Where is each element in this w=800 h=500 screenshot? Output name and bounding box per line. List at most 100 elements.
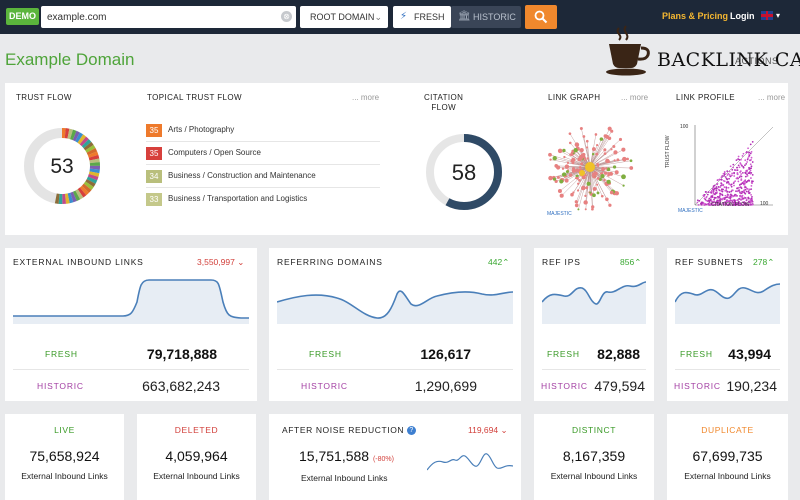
profile-point xyxy=(712,203,715,206)
link-profile-more-link[interactable]: ... more xyxy=(758,93,786,102)
profile-point xyxy=(720,182,723,185)
profile-point xyxy=(737,180,740,183)
graph-edge xyxy=(589,158,628,168)
profile-point xyxy=(723,170,726,173)
graph-node xyxy=(566,161,570,165)
metric-delta: 442⌃ xyxy=(488,257,510,267)
profile-point xyxy=(697,204,700,206)
search-button[interactable] xyxy=(525,5,557,29)
metric-title: REFERRING DOMAINS xyxy=(277,257,383,267)
metric-title: REF IPS xyxy=(542,257,581,267)
profile-point xyxy=(748,188,751,191)
topic-row[interactable]: 33 Business / Transportation and Logisti… xyxy=(146,188,380,211)
trust-flow-segment xyxy=(72,190,81,202)
profile-point xyxy=(729,197,732,199)
graph-node xyxy=(609,190,614,195)
profile-point xyxy=(747,196,750,199)
metric-title: REF SUBNETS xyxy=(675,257,744,267)
stat-subtitle: External Inbound Links xyxy=(21,471,108,481)
profile-point xyxy=(747,190,750,193)
profile-point xyxy=(723,180,726,183)
link-graph-image[interactable] xyxy=(545,119,635,215)
uk-flag-icon[interactable] xyxy=(761,11,773,20)
graph-node xyxy=(589,191,592,194)
profile-point xyxy=(738,158,741,161)
topic-row[interactable]: 35 Arts / Photography xyxy=(146,119,380,142)
fresh-value: 82,888 xyxy=(597,346,640,362)
profile-point xyxy=(750,150,753,153)
profile-point xyxy=(731,201,733,204)
metric-title: EXTERNAL INBOUND LINKS xyxy=(13,257,144,267)
profile-point xyxy=(703,204,706,206)
graph-node xyxy=(618,137,623,141)
profile-point xyxy=(705,199,708,202)
profile-point xyxy=(710,191,713,194)
graph-node xyxy=(603,148,607,152)
stat-subtitle: External Inbound Links xyxy=(684,471,771,481)
graph-edge xyxy=(589,146,614,168)
profile-point xyxy=(749,152,752,155)
demo-badge: DEMO xyxy=(6,8,39,25)
profile-point xyxy=(743,191,746,194)
profile-point xyxy=(737,158,740,160)
topic-row[interactable]: 35 Computers / Open Source xyxy=(146,142,380,165)
graph-node xyxy=(629,166,634,170)
profile-point xyxy=(727,172,730,175)
fresh-index-button[interactable]: ⚡ FRESH xyxy=(393,6,451,28)
graph-node xyxy=(571,161,575,165)
historic-value: 479,594 xyxy=(594,378,645,394)
historic-index-button[interactable]: 🏛 HISTORIC xyxy=(451,6,521,28)
graph-node xyxy=(548,175,553,181)
profile-point xyxy=(718,178,721,181)
graph-node xyxy=(599,137,604,141)
scope-select[interactable]: ROOT DOMAIN ⌄ xyxy=(300,6,388,28)
profile-point xyxy=(740,179,743,181)
profile-point xyxy=(705,196,708,199)
graph-node xyxy=(549,158,552,161)
graph-edge xyxy=(581,128,591,168)
profile-point xyxy=(732,195,735,198)
profile-point xyxy=(727,186,730,189)
help-icon[interactable]: ? xyxy=(407,426,417,436)
profile-point xyxy=(736,173,739,176)
actions-menu[interactable]: ACTIONS xyxy=(735,56,779,66)
graph-node xyxy=(578,165,582,169)
profile-point xyxy=(739,162,742,165)
topic-row[interactable]: 34 Business / Construction and Maintenan… xyxy=(146,165,380,188)
profile-point xyxy=(745,162,748,165)
profile-point xyxy=(734,203,737,206)
profile-point xyxy=(736,199,739,201)
graph-node xyxy=(594,133,598,136)
profile-point xyxy=(751,140,754,143)
profile-point xyxy=(735,159,738,162)
graph-node xyxy=(591,207,594,211)
profile-point xyxy=(726,174,729,176)
login-link[interactable]: Login xyxy=(730,11,755,21)
page-title: Example Domain xyxy=(5,50,135,69)
profile-point xyxy=(714,187,717,190)
profile-point xyxy=(706,203,709,206)
profile-point xyxy=(737,155,740,158)
search-box[interactable]: ⊗ xyxy=(41,6,296,28)
profile-point xyxy=(717,188,720,191)
graph-node xyxy=(626,157,629,161)
graph-node xyxy=(605,158,610,164)
profile-point xyxy=(710,200,713,203)
search-input[interactable] xyxy=(47,6,277,28)
citation-flow-ring xyxy=(426,134,502,210)
topical-more-link[interactable]: ... more xyxy=(352,93,380,102)
graph-node xyxy=(596,164,600,168)
trust-flow-segment xyxy=(70,129,77,141)
profile-point xyxy=(736,176,739,179)
graph-edge xyxy=(589,166,608,200)
graph-node xyxy=(629,159,633,163)
clear-icon[interactable]: ⊗ xyxy=(281,11,292,22)
graph-node xyxy=(574,142,580,147)
chevron-down-icon[interactable]: ▾ xyxy=(776,11,781,20)
profile-point xyxy=(720,176,723,179)
profile-point xyxy=(750,193,752,196)
link-graph-more-link[interactable]: ... more xyxy=(621,93,649,102)
link-profile-scatter[interactable] xyxy=(681,121,777,213)
profile-point xyxy=(717,179,719,181)
plans-pricing-link[interactable]: Plans & Pricing xyxy=(662,11,729,21)
